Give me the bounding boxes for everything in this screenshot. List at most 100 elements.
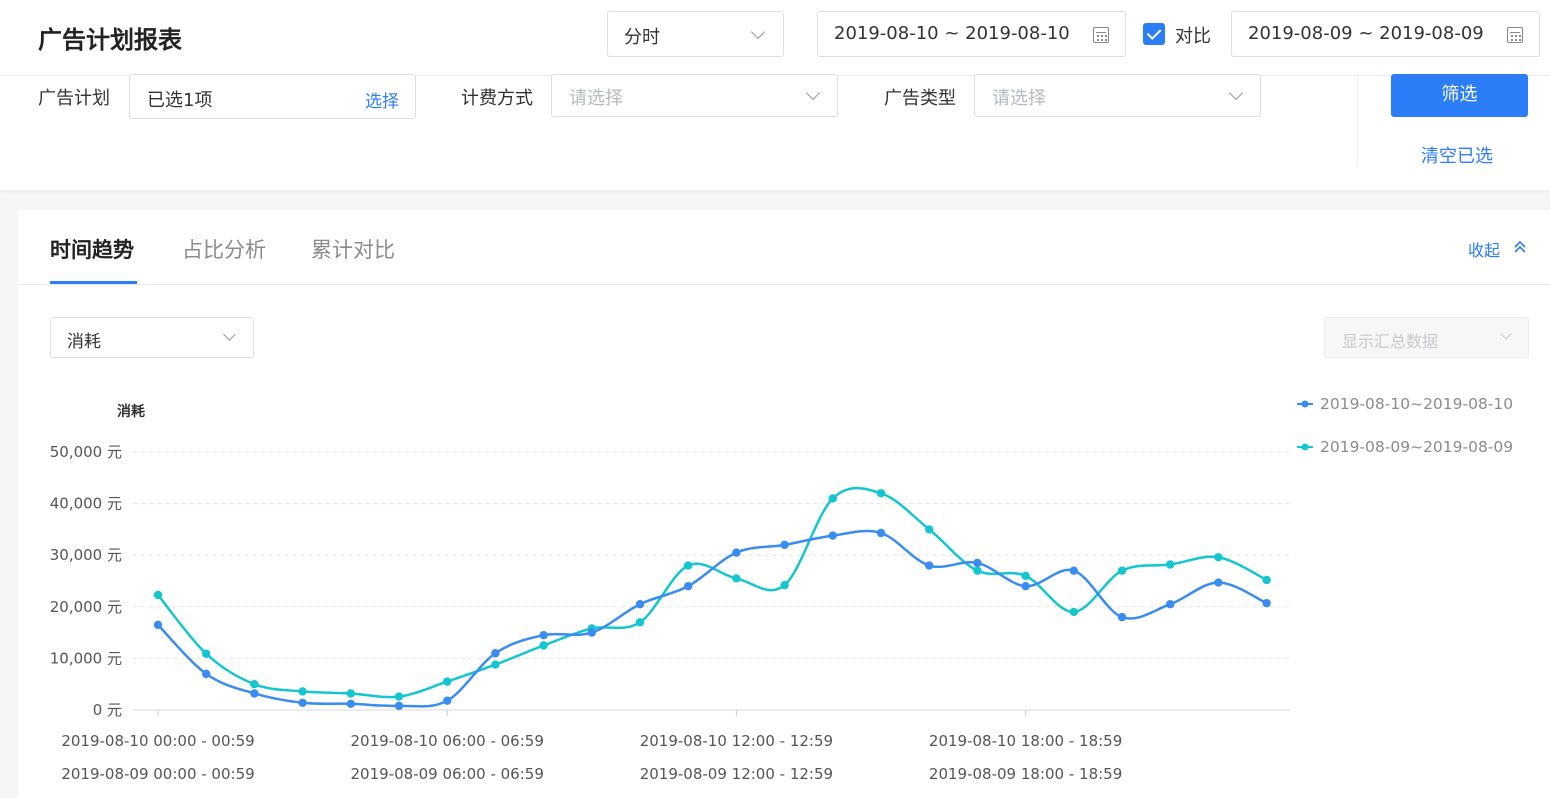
data-point xyxy=(1021,571,1030,581)
filter-panel: 广告计划报表 分时 2019-08-10 ~ 2019-08-10 对比 201… xyxy=(0,0,1550,190)
tab-time-trend[interactable]: 时间趋势 xyxy=(50,238,134,262)
legend-label: 2019-08-09~2019-08-09 xyxy=(1320,438,1513,456)
data-point xyxy=(202,649,211,658)
legend-item[interactable]: 2019-08-09~2019-08-09 xyxy=(1297,438,1513,456)
data-point xyxy=(394,701,404,711)
data-point xyxy=(539,641,548,650)
data-point xyxy=(346,689,355,698)
page-title: 广告计划报表 xyxy=(38,26,182,54)
x-tick-label: 2019-08-09 06:00 - 06:59 xyxy=(351,765,544,783)
filter-button[interactable]: 筛选 xyxy=(1391,74,1528,117)
metric-select[interactable]: 消耗 xyxy=(50,317,254,358)
x-tick-label: 2019-08-10 12:00 - 12:59 xyxy=(640,732,833,750)
data-point xyxy=(635,600,645,609)
granularity-select[interactable]: 分时 xyxy=(607,11,784,57)
plan-select-link[interactable]: 选择 xyxy=(365,92,399,112)
data-point xyxy=(925,525,934,534)
data-point xyxy=(1166,560,1175,569)
legend-marker-dot xyxy=(1301,443,1309,451)
data-point xyxy=(587,628,596,637)
data-point xyxy=(1069,566,1079,575)
calendar-icon xyxy=(1507,27,1523,43)
data-point xyxy=(202,669,211,679)
data-point xyxy=(153,620,163,630)
tab-cumulative-compare[interactable]: 累计对比 xyxy=(311,238,395,262)
summary-select[interactable]: 显示汇总数据 xyxy=(1324,317,1529,358)
legend: 2019-08-10~2019-08-10 2019-08-09~2019-08-… xyxy=(1297,395,1513,456)
granularity-value: 分时 xyxy=(624,27,660,48)
clear-button[interactable]: 清空已选 xyxy=(1421,146,1493,167)
data-point xyxy=(732,574,741,583)
y-tick-label: 30,000 元 xyxy=(50,546,122,564)
billing-placeholder: 请选择 xyxy=(569,88,623,109)
x-tick-label: 2019-08-09 00:00 - 00:59 xyxy=(61,765,254,783)
adtype-placeholder: 请选择 xyxy=(992,88,1046,109)
y-axis-title: 消耗 xyxy=(117,403,145,420)
metric-value: 消耗 xyxy=(67,332,101,352)
data-point xyxy=(491,649,500,658)
data-point xyxy=(684,561,693,570)
data-point xyxy=(973,566,982,575)
x-tick-label: 2019-08-09 12:00 - 12:59 xyxy=(640,765,833,783)
data-point xyxy=(1214,578,1223,587)
adtype-label: 广告类型 xyxy=(884,88,956,109)
data-point xyxy=(298,698,307,707)
data-point xyxy=(925,561,934,570)
grid-lines xyxy=(133,451,1290,711)
data-point xyxy=(394,692,404,701)
data-point xyxy=(828,531,837,540)
collapse-button[interactable]: 收起 xyxy=(1468,237,1538,260)
series-2 xyxy=(153,486,1271,701)
adtype-select[interactable]: 请选择 xyxy=(974,74,1261,117)
billing-select[interactable]: 请选择 xyxy=(551,74,838,117)
data-point xyxy=(684,581,693,591)
active-tab-indicator xyxy=(50,281,137,284)
legend-marker-dot xyxy=(1301,400,1309,408)
data-point xyxy=(298,687,307,696)
billing-label: 计费方式 xyxy=(461,88,533,109)
plan-selector[interactable]: 已选1项 选择 xyxy=(129,74,416,119)
compare-range-value: 2019-08-09 ~ 2019-08-09 xyxy=(1248,23,1484,44)
series-1 xyxy=(153,528,1271,711)
data-point xyxy=(1117,566,1127,575)
plan-label: 广告计划 xyxy=(38,88,110,109)
data-point xyxy=(153,590,163,600)
vertical-divider xyxy=(1357,76,1358,166)
y-tick-label: 50,000 元 xyxy=(50,443,122,461)
compare-checkbox[interactable] xyxy=(1143,23,1165,45)
collapse-label: 收起 xyxy=(1468,241,1501,260)
summary-placeholder: 显示汇总数据 xyxy=(1342,332,1439,351)
tab-share-analysis[interactable]: 占比分析 xyxy=(182,238,266,262)
legend-label: 2019-08-10~2019-08-10 xyxy=(1320,395,1513,413)
tabs-divider xyxy=(18,284,1550,285)
series-lines xyxy=(153,486,1271,711)
data-point xyxy=(876,528,886,538)
data-point xyxy=(250,689,259,698)
compare-date-picker[interactable]: 2019-08-09 ~ 2019-08-09 xyxy=(1231,11,1540,57)
data-point xyxy=(539,630,548,640)
y-axis: 0 元 10,000 元 20,000 元 30,000 元 40,000 元 50,00… xyxy=(50,443,122,719)
data-point xyxy=(491,660,500,669)
y-tick-label: 0 元 xyxy=(93,701,122,719)
legend-item[interactable]: 2019-08-10~2019-08-10 xyxy=(1297,395,1513,413)
chevrons-up-icon xyxy=(1513,239,1527,255)
x-tick-label: 2019-08-10 18:00 - 18:59 xyxy=(929,732,1122,750)
y-tick-label: 40,000 元 xyxy=(50,495,122,513)
x-tick-label: 2019-08-10 00:00 - 00:59 xyxy=(61,732,254,750)
data-point xyxy=(780,540,789,550)
series-line xyxy=(157,529,1268,708)
data-point xyxy=(1262,598,1271,608)
x-tick-label: 2019-08-10 06:00 - 06:59 xyxy=(351,732,544,750)
series-line xyxy=(157,486,1268,699)
date-range-picker[interactable]: 2019-08-10 ~ 2019-08-10 xyxy=(817,11,1126,57)
data-point xyxy=(443,696,452,705)
y-tick-label: 20,000 元 xyxy=(50,598,122,616)
data-point xyxy=(635,618,645,627)
data-point xyxy=(973,558,982,568)
data-point xyxy=(732,548,741,557)
y-tick-label: 10,000 元 xyxy=(50,649,122,667)
data-point xyxy=(250,680,259,689)
data-point xyxy=(443,677,452,686)
compare-label: 对比 xyxy=(1175,26,1211,47)
